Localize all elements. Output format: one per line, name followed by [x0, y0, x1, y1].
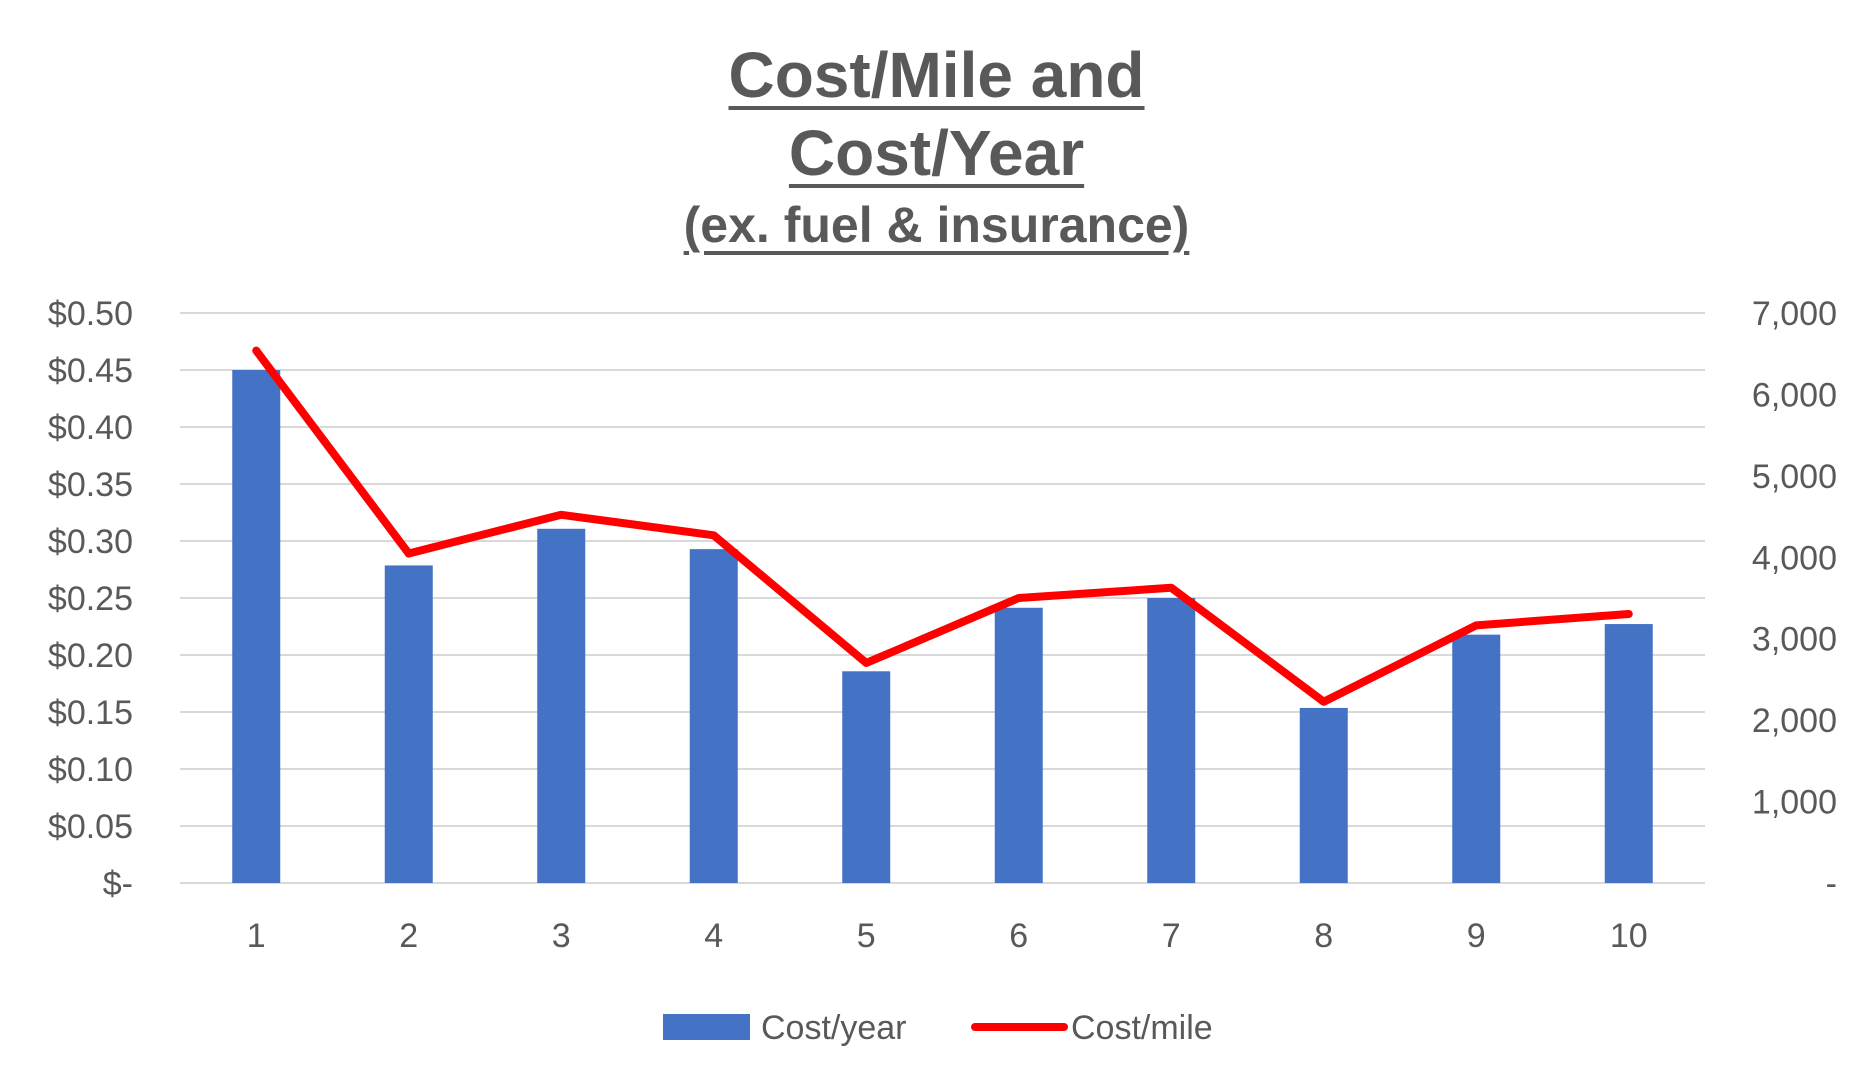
left-axis-tick-label: $0.05 [48, 808, 133, 846]
right-axis-tick-label: 3,000 [1752, 621, 1837, 659]
right-axis-tick-label: 4,000 [1752, 539, 1837, 577]
bar-series [232, 370, 1653, 883]
left-axis-tick-label: $- [103, 865, 133, 903]
right-axis-tick-label: 7,000 [1752, 295, 1837, 333]
bar-cost-year [232, 370, 281, 883]
left-axis-tick-label: $0.50 [48, 295, 133, 333]
chart-title-line-1: Cost/Mile and [728, 39, 1145, 111]
left-axis-tick-label: $0.35 [48, 466, 133, 504]
x-axis-tick-label: 3 [552, 917, 571, 955]
bar-cost-year [994, 607, 1043, 883]
line-point-cost-mile [1323, 701, 1325, 703]
legend-swatch-cost-year [663, 1014, 750, 1040]
x-axis-tick-label: 5 [857, 917, 876, 955]
x-axis-tick-label: 9 [1467, 917, 1486, 955]
line-point-cost-mile [713, 534, 715, 536]
x-axis-tick-label: 8 [1314, 917, 1333, 955]
line-point-cost-mile [1475, 624, 1477, 626]
bar-cost-year [689, 549, 738, 883]
line-point-cost-mile [1628, 613, 1630, 615]
bar-cost-year [384, 565, 433, 883]
line-point-cost-mile [1018, 597, 1020, 599]
x-axis-tick-label: 1 [247, 917, 266, 955]
line-cost-mile [252, 346, 1633, 706]
left-axis-tick-label: $0.30 [48, 523, 133, 561]
legend-label-cost-year: Cost/year [761, 1009, 907, 1047]
line-point-cost-mile [255, 350, 257, 352]
right-axis-tick-label: 2,000 [1752, 702, 1837, 740]
line-point-cost-mile [560, 514, 562, 516]
left-axis-tick-label: $0.45 [48, 352, 133, 390]
right-axis: - 1,000 2,000 3,000 4,000 5,000 6,000 7,000 [1752, 295, 1837, 903]
left-axis-tick-label: $0.25 [48, 580, 133, 618]
left-axis-tick-label: $0.40 [48, 409, 133, 447]
legend-label-cost-mile: Cost/mile [1071, 1009, 1213, 1047]
chart-subtitle: (ex. fuel & insurance) [683, 197, 1190, 253]
left-axis-tick-label: $0.15 [48, 694, 133, 732]
gridlines [180, 312, 1705, 884]
bar-cost-year [1452, 634, 1501, 883]
x-axis-tick-label: 10 [1610, 917, 1648, 955]
line-point-cost-mile [408, 553, 410, 555]
line-point-cost-mile [1170, 587, 1172, 589]
bar-cost-year [537, 528, 586, 883]
line-point-cost-mile [865, 662, 867, 664]
x-axis-tick-label: 7 [1162, 917, 1181, 955]
left-axis: $- $0.05 $0.10 $0.15 $0.20 $0.25 $0.30 $0.35 $0.… [48, 295, 133, 903]
right-axis-tick-label: - [1826, 865, 1837, 903]
x-axis-tick-label: 6 [1009, 917, 1028, 955]
chart-title-line-2: Cost/Year [788, 117, 1085, 189]
bar-cost-year [1299, 707, 1348, 883]
bar-cost-year [1604, 624, 1653, 883]
x-axis-tick-label: 4 [704, 917, 723, 955]
line-series [252, 346, 1633, 706]
right-axis-tick-label: 6,000 [1752, 376, 1837, 414]
bar-cost-year [1147, 598, 1196, 883]
bar-cost-year [842, 671, 891, 883]
right-axis-tick-label: 1,000 [1752, 784, 1837, 822]
x-axis-tick-label: 2 [399, 917, 418, 955]
left-axis-tick-label: $0.10 [48, 751, 133, 789]
x-axis: 1 2 3 4 5 6 7 8 9 10 [247, 917, 1648, 955]
left-axis-tick-label: $0.20 [48, 637, 133, 675]
legend: Cost/year Cost/mile [663, 1009, 1213, 1047]
right-axis-tick-label: 5,000 [1752, 458, 1837, 496]
